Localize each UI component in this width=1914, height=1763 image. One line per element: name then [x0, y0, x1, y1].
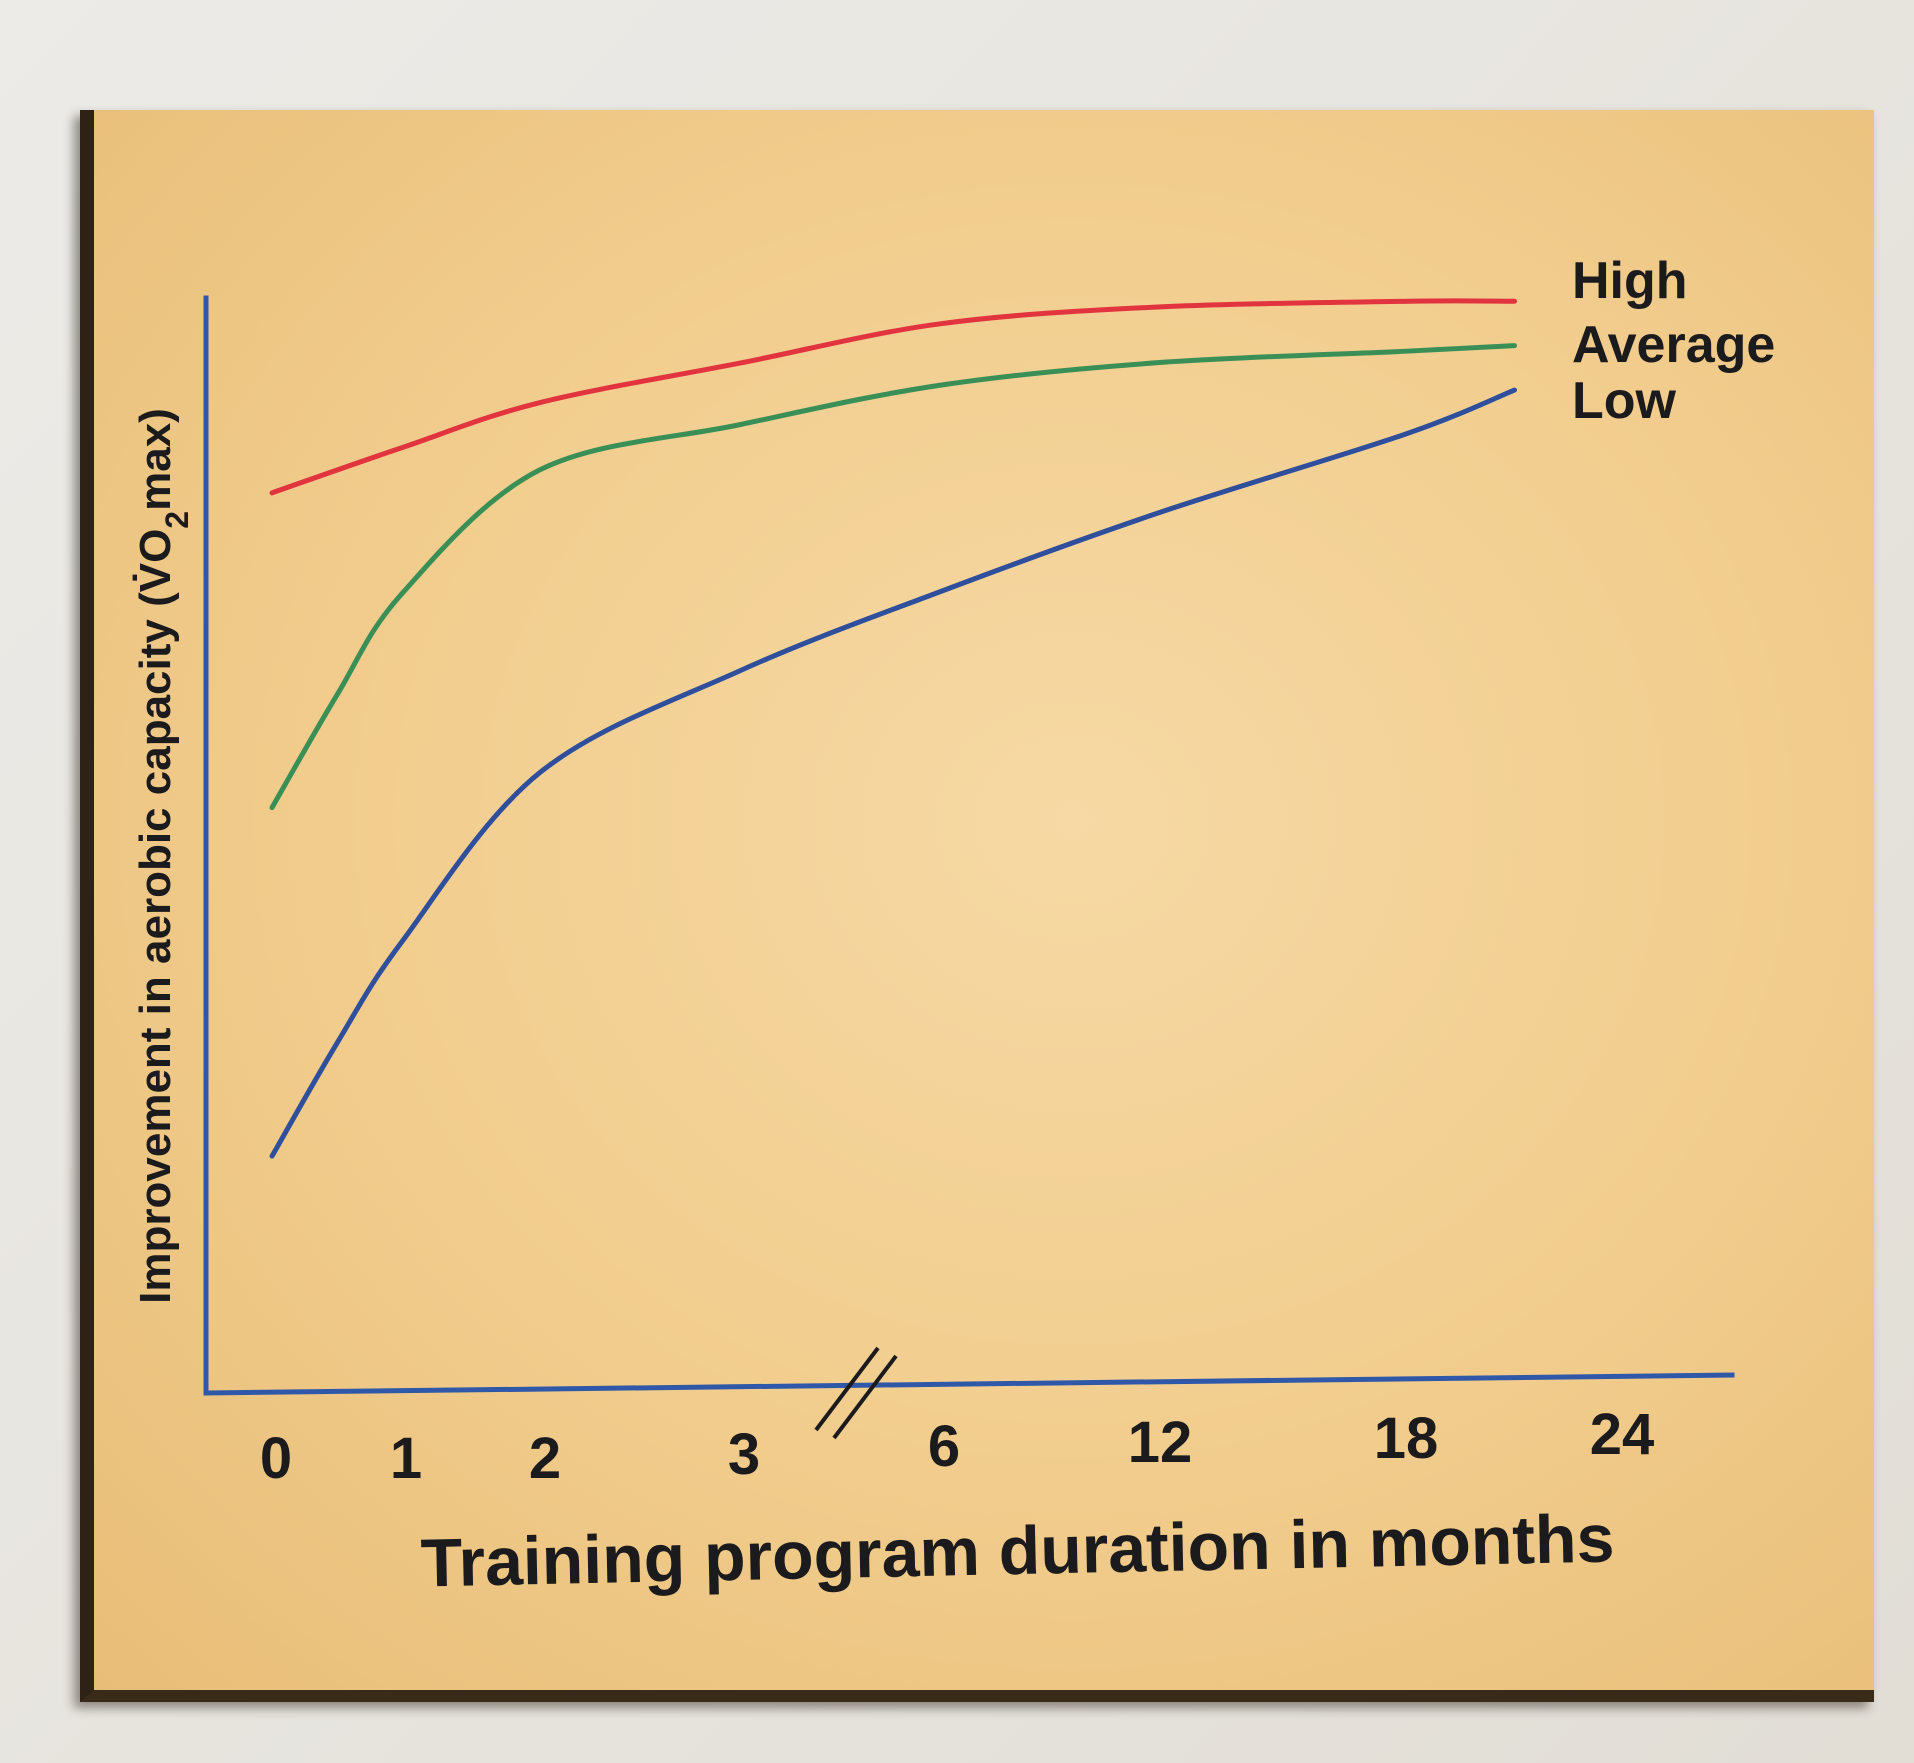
x-tick-label: 6 [928, 1414, 960, 1479]
x-tick-label: 24 [1590, 1402, 1655, 1467]
x-tick-label: 1 [390, 1426, 422, 1491]
series-line-high [269, 298, 1517, 496]
x-tick-label: 18 [1374, 1406, 1439, 1471]
x-tick-label: 3 [728, 1422, 760, 1487]
x-axis-break-mark [814, 1346, 898, 1440]
x-tick-label: 12 [1128, 1410, 1193, 1475]
legend-label-low: Low [1572, 372, 1677, 430]
y-axis-label: Improvement in aerobic capacity (V̇O2max… [131, 408, 195, 1304]
x-axis-label: Training program duration in months [420, 1501, 1615, 1602]
legend-label-average: Average [1572, 316, 1775, 374]
series-line-average [269, 343, 1517, 811]
x-axis [203, 1372, 1735, 1396]
chart-panel [80, 110, 1874, 1702]
x-tick-label: 2 [529, 1426, 561, 1491]
series-group [269, 298, 1517, 1159]
x-tick-label: 0 [260, 1426, 292, 1491]
legend-label-high: High [1572, 252, 1688, 310]
series-line-low [269, 387, 1517, 1159]
